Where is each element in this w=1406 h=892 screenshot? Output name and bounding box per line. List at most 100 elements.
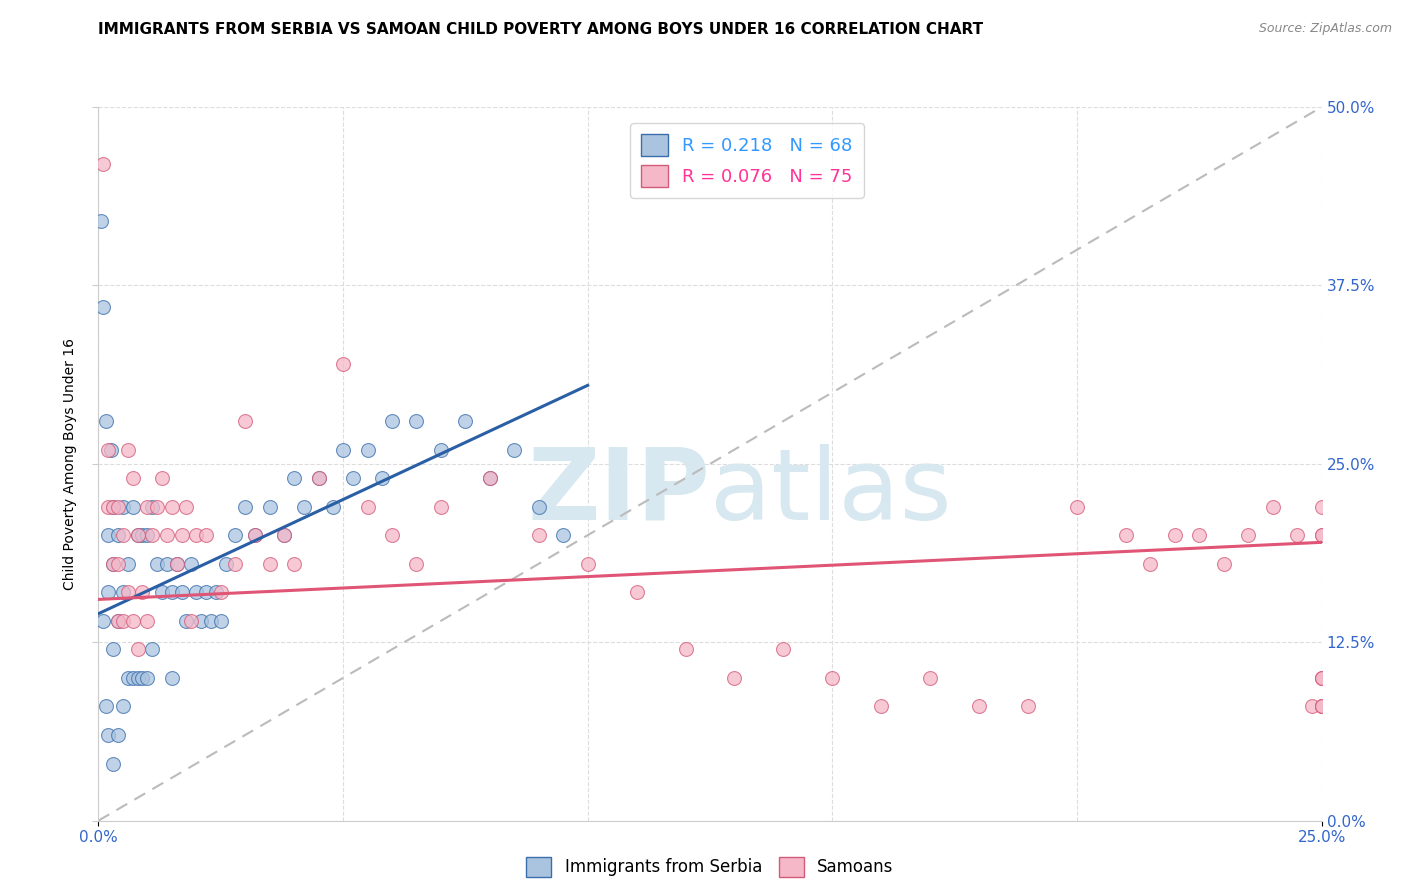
Point [117, 671, 139, 685]
Point [136, 671, 159, 685]
Point [1212, 557, 1234, 571]
Point [170, 585, 193, 599]
Point [107, 728, 129, 742]
Point [107, 557, 129, 571]
Point [1310, 671, 1333, 685]
Point [626, 585, 648, 599]
Point [107, 500, 129, 514]
Point [97, 528, 120, 542]
Point [136, 500, 159, 514]
Point [273, 528, 295, 542]
Point [356, 442, 378, 457]
Point [121, 671, 143, 685]
Point [209, 614, 232, 628]
Point [1164, 528, 1187, 542]
Point [454, 414, 477, 428]
Point [308, 471, 330, 485]
Point [322, 500, 344, 514]
Point [576, 557, 599, 571]
Point [1310, 671, 1333, 685]
Point [117, 442, 139, 457]
Text: Source: ZipAtlas.com: Source: ZipAtlas.com [1258, 22, 1392, 36]
Point [91, 614, 114, 628]
Y-axis label: Child Poverty Among Boys Under 16: Child Poverty Among Boys Under 16 [63, 338, 77, 590]
Point [332, 357, 354, 371]
Point [1261, 500, 1284, 514]
Point [675, 642, 697, 657]
Point [772, 642, 794, 657]
Point [356, 500, 378, 514]
Point [90, 214, 112, 228]
Point [1310, 528, 1333, 542]
Point [166, 557, 188, 571]
Point [430, 500, 453, 514]
Point [131, 671, 153, 685]
Point [332, 442, 354, 457]
Point [1301, 699, 1323, 714]
Point [121, 500, 143, 514]
Point [111, 585, 134, 599]
Point [195, 528, 218, 542]
Point [131, 585, 153, 599]
Point [156, 528, 179, 542]
Point [243, 528, 266, 542]
Point [94, 414, 117, 428]
Point [195, 585, 218, 599]
Point [233, 414, 256, 428]
Point [259, 557, 281, 571]
Point [478, 471, 501, 485]
Point [117, 585, 139, 599]
Point [1310, 699, 1333, 714]
Point [920, 671, 942, 685]
Point [170, 528, 193, 542]
Point [180, 557, 202, 571]
Point [967, 699, 990, 714]
Point [127, 528, 149, 542]
Point [224, 557, 246, 571]
Point [127, 528, 149, 542]
Point [209, 585, 232, 599]
Point [821, 671, 844, 685]
Point [94, 699, 117, 714]
Point [100, 442, 122, 457]
Point [1286, 528, 1309, 542]
Point [342, 471, 364, 485]
Point [1237, 528, 1260, 542]
Point [283, 471, 305, 485]
Point [141, 528, 163, 542]
Point [1310, 528, 1333, 542]
Point [243, 528, 266, 542]
Point [97, 728, 120, 742]
Point [478, 471, 501, 485]
Point [1017, 699, 1039, 714]
Point [1139, 557, 1161, 571]
Point [176, 500, 198, 514]
Point [1310, 671, 1333, 685]
Point [136, 528, 159, 542]
Point [107, 528, 129, 542]
Point [1188, 528, 1211, 542]
Point [176, 614, 198, 628]
Point [121, 614, 143, 628]
Point [259, 500, 281, 514]
Point [150, 471, 173, 485]
Point [371, 471, 394, 485]
Point [146, 500, 169, 514]
Point [283, 557, 305, 571]
Text: ZIP: ZIP [527, 444, 710, 541]
Point [553, 528, 575, 542]
Text: IMMIGRANTS FROM SERBIA VS SAMOAN CHILD POVERTY AMONG BOYS UNDER 16 CORRELATION C: IMMIGRANTS FROM SERBIA VS SAMOAN CHILD P… [98, 22, 984, 37]
Point [121, 471, 143, 485]
Point [101, 642, 124, 657]
Point [101, 500, 124, 514]
Point [200, 614, 222, 628]
Point [111, 614, 134, 628]
Point [430, 442, 453, 457]
Point [233, 500, 256, 514]
Point [1310, 699, 1333, 714]
Point [503, 442, 526, 457]
Point [273, 528, 295, 542]
Point [1310, 699, 1333, 714]
Point [381, 528, 404, 542]
Point [186, 585, 208, 599]
